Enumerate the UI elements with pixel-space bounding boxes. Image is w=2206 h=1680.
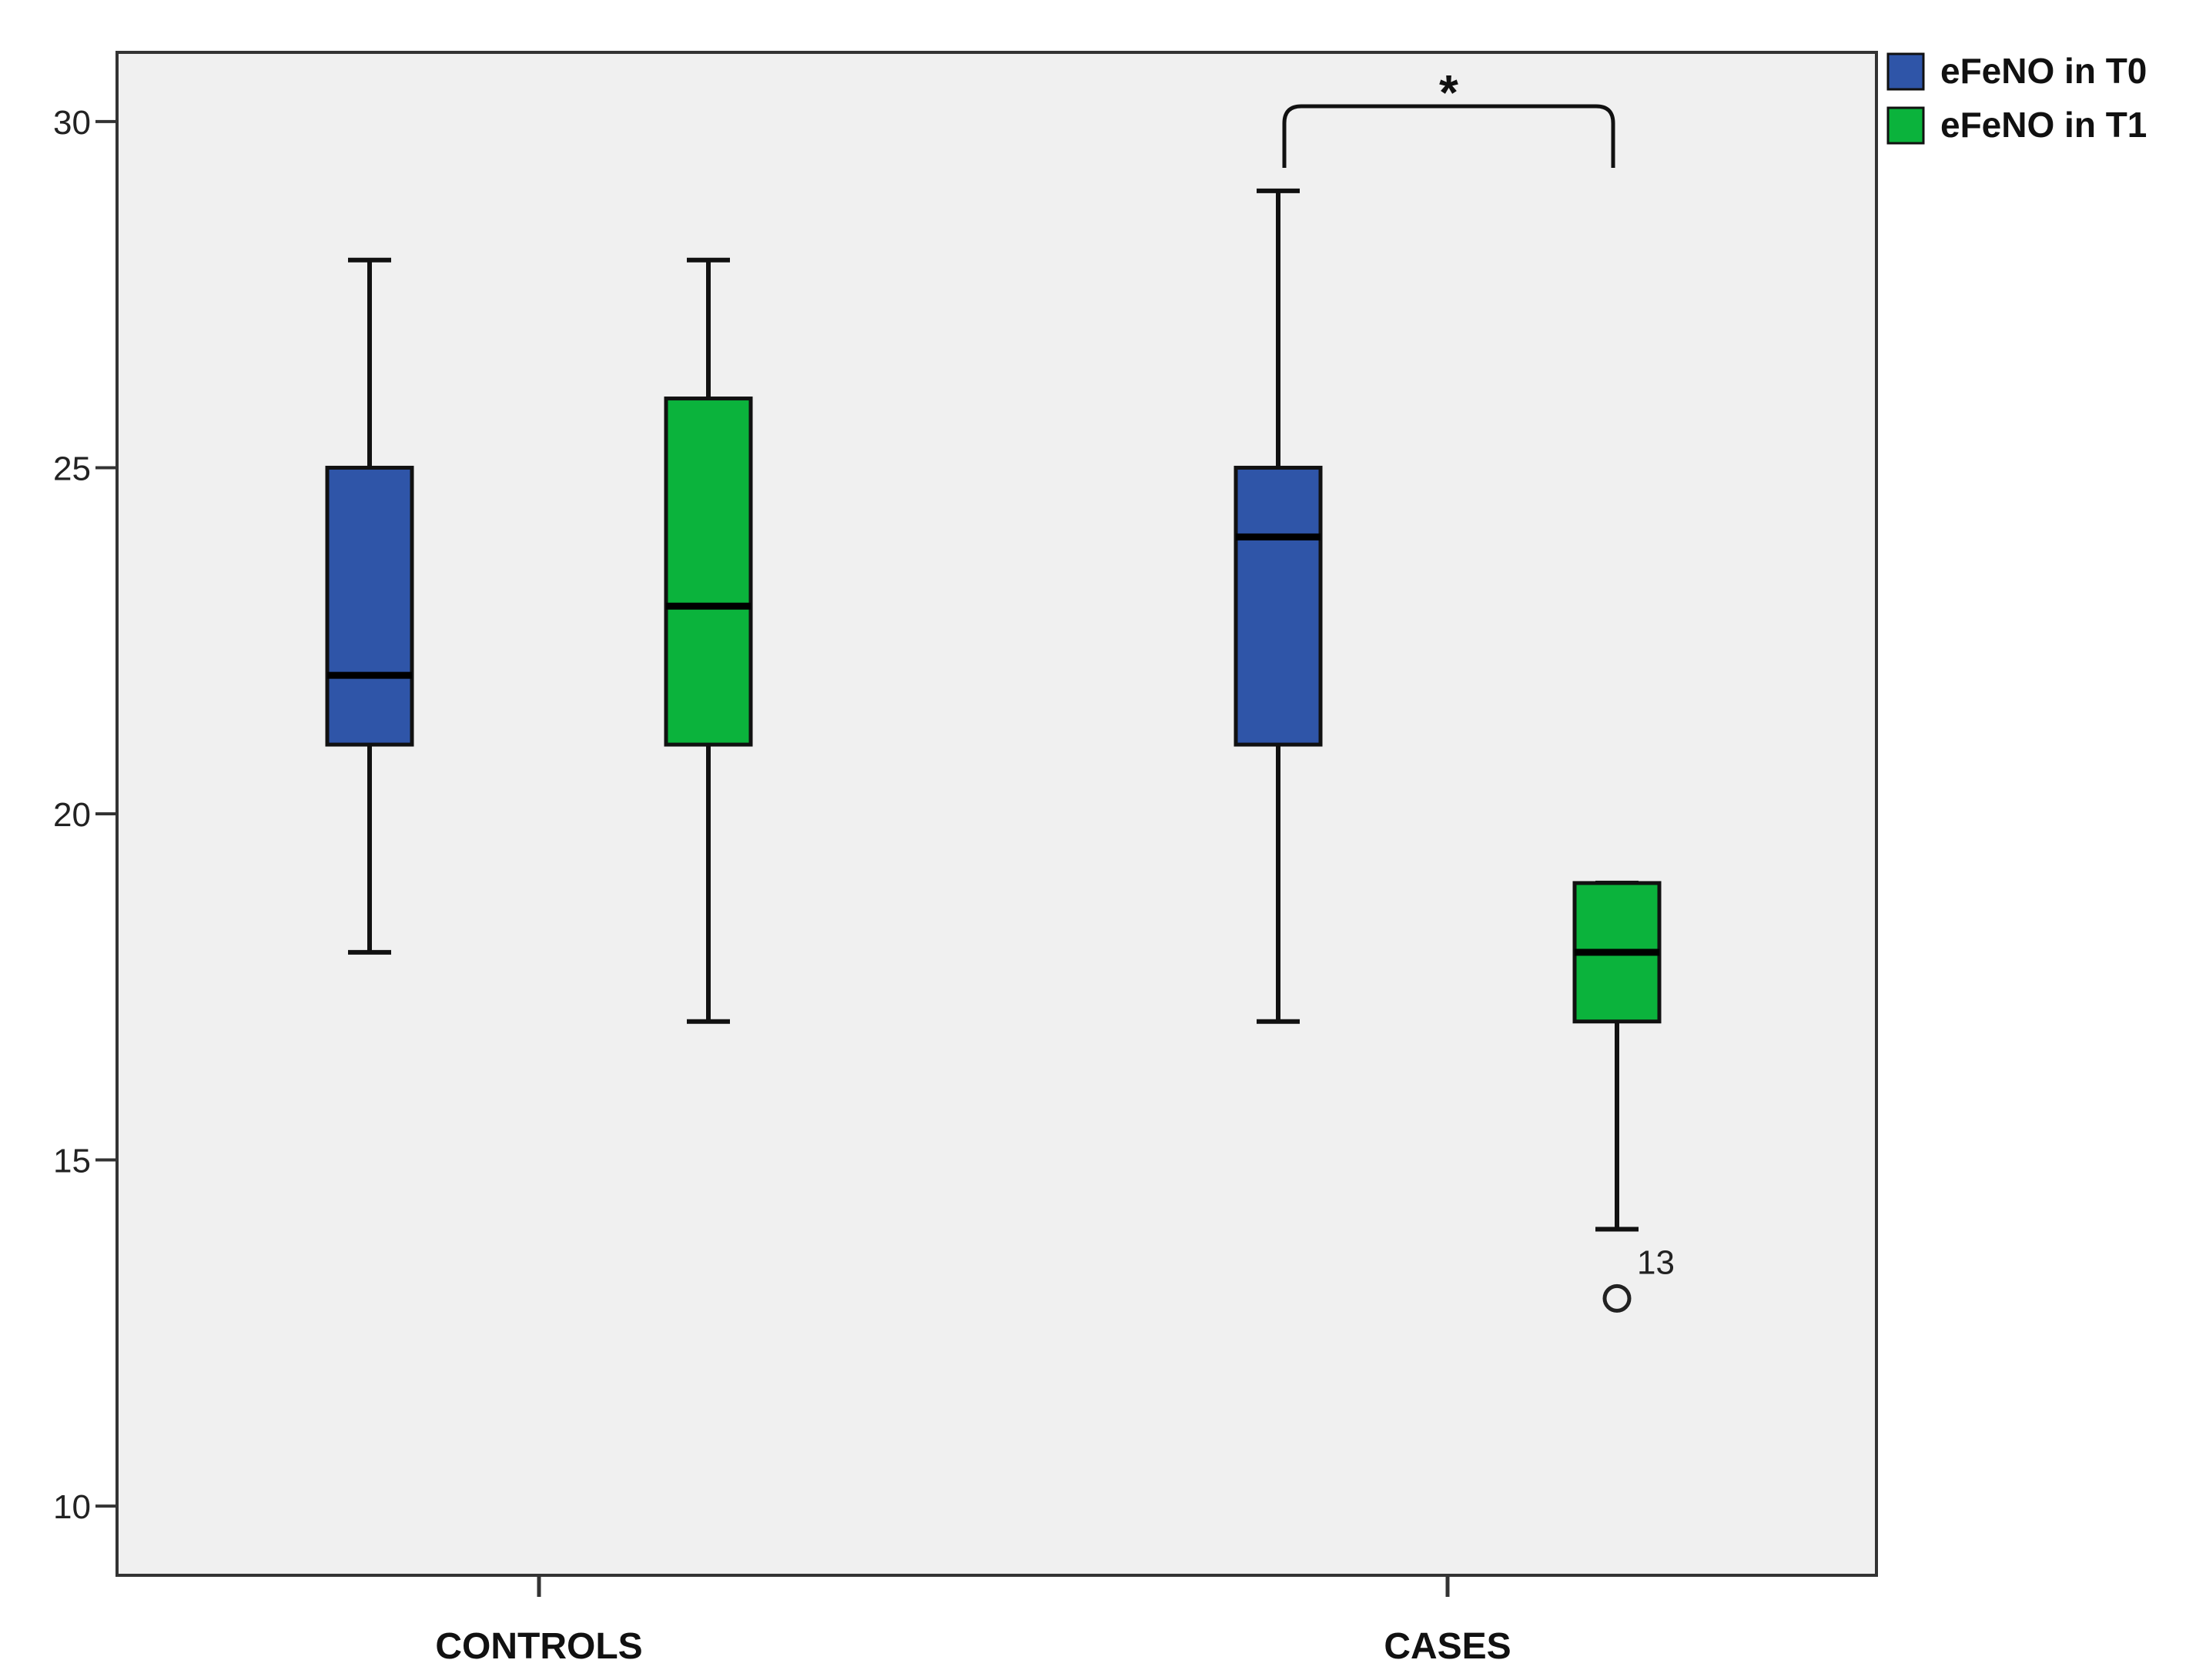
box-controls-series-1 [325,257,414,955]
y-tick-label: 10 [53,1488,91,1526]
box-iqr [664,397,753,747]
box-series: 13 [325,188,1675,1313]
significance-marker: * [1439,65,1458,120]
legend-item-1: eFeNO in T0 [1886,51,2147,91]
x-category-label: CONTROLS [435,1626,642,1667]
outlier-label: 13 [1637,1243,1675,1281]
x-category-label: CASES [1384,1626,1511,1667]
legend-label: eFeNO in T0 [1940,51,2147,91]
outlier-point [1602,1283,1632,1313]
box-iqr [1234,465,1323,747]
y-tick-label: 15 [53,1143,91,1180]
legend-label: eFeNO in T1 [1940,105,2147,145]
x-axis: CONTROLS CASES [435,1575,1511,1667]
box-iqr [325,465,414,747]
box-cases-series-2: 13 [1572,880,1675,1313]
legend: eFeNO in T0 eFeNO in T1 [1886,51,2147,145]
box-controls-series-2 [664,257,753,1024]
annotations: * [1282,65,1615,168]
legend-item-2: eFeNO in T1 [1886,105,2147,145]
box-cases-series-1 [1234,188,1323,1024]
y-tick-label: 25 [53,450,91,487]
y-axis: 10 15 20 25 30 [53,104,117,1526]
y-tick-label: 20 [53,796,91,834]
y-tick-label: 30 [53,104,91,142]
plot-area [115,51,1878,1577]
legend-swatch [1886,52,1925,91]
significance-bracket [1282,104,1615,168]
legend-swatch [1886,106,1925,145]
